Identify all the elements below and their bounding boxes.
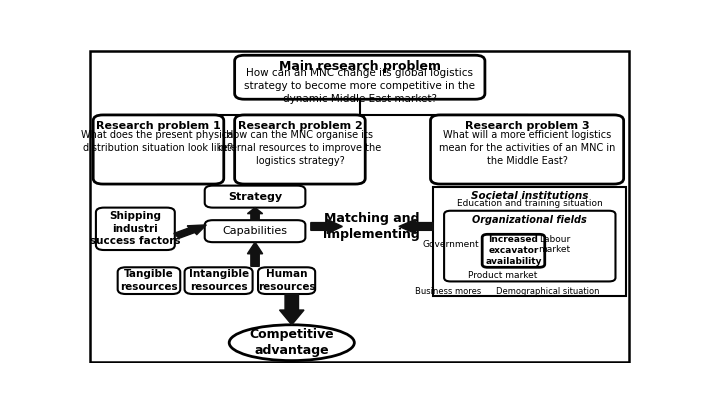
Text: Strategy: Strategy — [228, 192, 282, 202]
Polygon shape — [279, 294, 304, 325]
FancyBboxPatch shape — [205, 220, 305, 242]
Text: Product market: Product market — [468, 271, 537, 280]
Text: Tangible
resources: Tangible resources — [120, 269, 178, 292]
Text: Societal institutions: Societal institutions — [471, 191, 588, 201]
Text: Research problem 3: Research problem 3 — [465, 121, 590, 131]
Text: Human
resources: Human resources — [258, 269, 315, 292]
FancyBboxPatch shape — [430, 115, 623, 184]
Text: What will a more efficient logistics
mean for the activities of an MNC in
the Mi: What will a more efficient logistics mea… — [439, 130, 615, 166]
Polygon shape — [247, 242, 263, 266]
Text: Shipping
industri
success factors: Shipping industri success factors — [90, 211, 180, 246]
Text: Intangible
resources: Intangible resources — [189, 269, 249, 292]
Text: Business mores: Business mores — [415, 287, 481, 296]
FancyBboxPatch shape — [258, 267, 315, 294]
Polygon shape — [247, 208, 263, 220]
FancyBboxPatch shape — [205, 186, 305, 208]
Polygon shape — [174, 225, 206, 238]
Text: What does the present physical
distribution situation look like?: What does the present physical distribut… — [81, 130, 236, 153]
FancyBboxPatch shape — [234, 55, 485, 99]
Text: Research problem 1: Research problem 1 — [96, 121, 221, 131]
Text: Education and training situation: Education and training situation — [457, 199, 602, 208]
FancyBboxPatch shape — [185, 267, 253, 294]
FancyBboxPatch shape — [444, 211, 616, 282]
Polygon shape — [399, 220, 433, 233]
Bar — [433, 187, 626, 295]
Text: Increased
excavator
availability: Increased excavator availability — [485, 235, 542, 266]
Text: Organizational fields: Organizational fields — [472, 215, 587, 225]
FancyBboxPatch shape — [234, 115, 365, 184]
Text: How can the MNC organise its
internal resources to improve the
logistics strateg: How can the MNC organise its internal re… — [218, 130, 382, 166]
Text: Research problem 2: Research problem 2 — [237, 121, 362, 131]
Text: Government: Government — [423, 240, 479, 249]
Text: Capabilities: Capabilities — [223, 226, 288, 236]
FancyBboxPatch shape — [93, 115, 224, 184]
Polygon shape — [311, 220, 343, 233]
FancyBboxPatch shape — [118, 267, 180, 294]
Text: Labour
market: Labour market — [538, 235, 571, 254]
Text: Matching and
implementing: Matching and implementing — [324, 212, 420, 241]
Text: Demographical situation: Demographical situation — [496, 287, 600, 296]
Text: Main research problem: Main research problem — [279, 60, 441, 73]
Text: Competitive
advantage: Competitive advantage — [249, 328, 334, 357]
Ellipse shape — [229, 325, 355, 361]
Text: How can an MNC change its global logistics
strategy to become more competitive i: How can an MNC change its global logisti… — [244, 69, 475, 104]
FancyBboxPatch shape — [482, 234, 545, 267]
FancyBboxPatch shape — [96, 208, 175, 250]
